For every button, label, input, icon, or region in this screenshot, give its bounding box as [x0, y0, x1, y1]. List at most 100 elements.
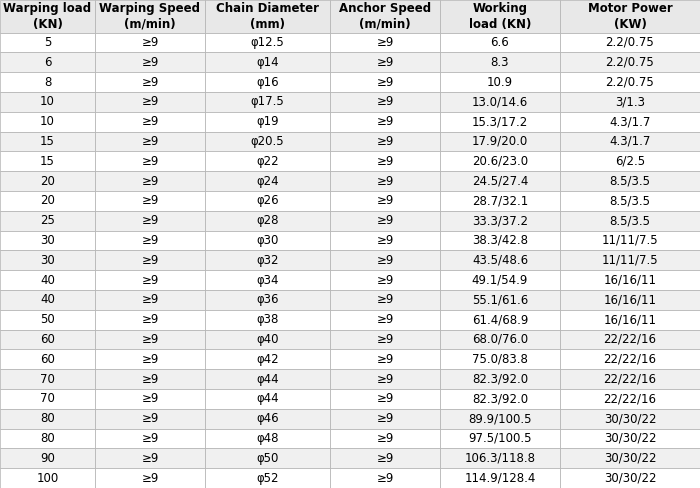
- Text: 2.2/0.75: 2.2/0.75: [606, 36, 654, 49]
- Text: 8.5/3.5: 8.5/3.5: [610, 214, 650, 227]
- Text: ≥9: ≥9: [377, 392, 393, 406]
- Text: ≥9: ≥9: [377, 115, 393, 128]
- Text: ≥9: ≥9: [377, 135, 393, 148]
- Bar: [95, 72, 205, 92]
- Text: φ50: φ50: [256, 452, 279, 465]
- Text: 4.3/1.7: 4.3/1.7: [609, 115, 651, 128]
- Text: ≥9: ≥9: [377, 214, 393, 227]
- Bar: [330, 0, 440, 33]
- Text: φ24: φ24: [256, 175, 279, 187]
- Bar: [95, 250, 205, 270]
- Bar: [440, 389, 560, 409]
- Bar: [205, 428, 330, 448]
- Bar: [330, 290, 440, 310]
- Bar: [95, 428, 205, 448]
- Text: ≥9: ≥9: [377, 353, 393, 366]
- Text: 16/16/11: 16/16/11: [603, 274, 657, 286]
- Bar: [95, 171, 205, 191]
- Text: ≥9: ≥9: [377, 333, 393, 346]
- Bar: [560, 468, 700, 488]
- Text: 100: 100: [36, 471, 59, 485]
- Bar: [560, 72, 700, 92]
- Text: 82.3/92.0: 82.3/92.0: [472, 372, 528, 386]
- Text: 50: 50: [40, 313, 55, 326]
- Text: φ22: φ22: [256, 155, 279, 168]
- Text: 11/11/7.5: 11/11/7.5: [602, 234, 658, 247]
- Bar: [0, 151, 95, 171]
- Text: 6.6: 6.6: [491, 36, 510, 49]
- Text: φ32: φ32: [256, 254, 279, 267]
- Text: ≥9: ≥9: [141, 56, 159, 69]
- Bar: [560, 151, 700, 171]
- Text: ≥9: ≥9: [377, 175, 393, 187]
- Text: 97.5/100.5: 97.5/100.5: [468, 432, 532, 445]
- Bar: [0, 132, 95, 151]
- Bar: [560, 290, 700, 310]
- Bar: [440, 349, 560, 369]
- Bar: [560, 191, 700, 211]
- Bar: [205, 132, 330, 151]
- Text: ≥9: ≥9: [377, 372, 393, 386]
- Bar: [560, 369, 700, 389]
- Bar: [560, 211, 700, 230]
- Bar: [330, 191, 440, 211]
- Bar: [560, 230, 700, 250]
- Bar: [440, 409, 560, 428]
- Text: ≥9: ≥9: [141, 353, 159, 366]
- Bar: [95, 310, 205, 329]
- Bar: [205, 72, 330, 92]
- Bar: [95, 33, 205, 52]
- Text: 4.3/1.7: 4.3/1.7: [609, 135, 651, 148]
- Text: 40: 40: [40, 274, 55, 286]
- Text: φ28: φ28: [256, 214, 279, 227]
- Text: 70: 70: [40, 392, 55, 406]
- Text: ≥9: ≥9: [141, 155, 159, 168]
- Text: φ16: φ16: [256, 76, 279, 88]
- Bar: [330, 428, 440, 448]
- Bar: [560, 112, 700, 132]
- Bar: [330, 389, 440, 409]
- Text: 11/11/7.5: 11/11/7.5: [602, 254, 658, 267]
- Text: 24.5/27.4: 24.5/27.4: [472, 175, 528, 187]
- Bar: [330, 151, 440, 171]
- Text: 10.9: 10.9: [487, 76, 513, 88]
- Bar: [440, 290, 560, 310]
- Text: 8.3: 8.3: [491, 56, 509, 69]
- Bar: [440, 270, 560, 290]
- Text: φ42: φ42: [256, 353, 279, 366]
- Bar: [440, 428, 560, 448]
- Bar: [0, 409, 95, 428]
- Text: 15: 15: [40, 155, 55, 168]
- Text: 3/1.3: 3/1.3: [615, 95, 645, 108]
- Text: 22/22/16: 22/22/16: [603, 392, 657, 406]
- Bar: [0, 448, 95, 468]
- Bar: [560, 52, 700, 72]
- Text: 30: 30: [40, 254, 55, 267]
- Bar: [95, 211, 205, 230]
- Bar: [440, 132, 560, 151]
- Text: 60: 60: [40, 333, 55, 346]
- Bar: [0, 428, 95, 448]
- Text: 16/16/11: 16/16/11: [603, 313, 657, 326]
- Text: 10: 10: [40, 115, 55, 128]
- Text: ≥9: ≥9: [141, 36, 159, 49]
- Bar: [440, 151, 560, 171]
- Text: 13.0/14.6: 13.0/14.6: [472, 95, 528, 108]
- Text: ≥9: ≥9: [377, 95, 393, 108]
- Bar: [330, 310, 440, 329]
- Bar: [205, 171, 330, 191]
- Bar: [440, 0, 560, 33]
- Bar: [205, 448, 330, 468]
- Text: φ44: φ44: [256, 372, 279, 386]
- Text: 70: 70: [40, 372, 55, 386]
- Bar: [0, 211, 95, 230]
- Bar: [0, 349, 95, 369]
- Bar: [560, 409, 700, 428]
- Text: Warping load
(KN): Warping load (KN): [4, 2, 92, 31]
- Text: 60: 60: [40, 353, 55, 366]
- Text: 55.1/61.6: 55.1/61.6: [472, 293, 528, 306]
- Text: 33.3/37.2: 33.3/37.2: [472, 214, 528, 227]
- Text: ≥9: ≥9: [141, 432, 159, 445]
- Text: ≥9: ≥9: [141, 392, 159, 406]
- Text: 22/22/16: 22/22/16: [603, 333, 657, 346]
